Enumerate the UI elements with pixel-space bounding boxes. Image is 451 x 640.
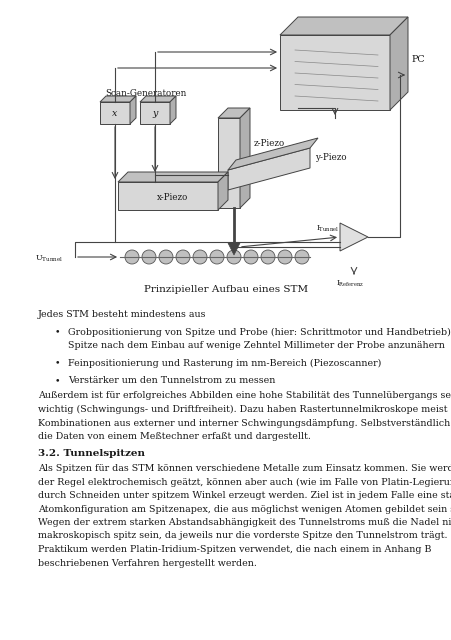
Text: x-Piezo: x-Piezo <box>157 193 188 202</box>
Text: Kombinationen aus externer und interner Schwingungsdämpfung. Selbstverständlich : Kombinationen aus externer und interner … <box>38 419 451 428</box>
Text: Verstärker um den Tunnelstrom zu messen: Verstärker um den Tunnelstrom zu messen <box>68 376 275 385</box>
Text: Wegen der extrem starken Abstandsabhängigkeit des Tunnelstroms muß die Nadel nic: Wegen der extrem starken Abstandsabhängi… <box>38 518 451 527</box>
Polygon shape <box>217 172 227 210</box>
Text: •: • <box>55 376 60 385</box>
Polygon shape <box>227 138 318 170</box>
Polygon shape <box>339 223 367 251</box>
Text: y: y <box>152 109 157 118</box>
Text: makroskopisch spitz sein, da jeweils nur die vorderste Spitze den Tunnelstrom tr: makroskopisch spitz sein, da jeweils nur… <box>38 531 451 541</box>
Text: durch Schneiden unter spitzem Winkel erzeugt werden. Ziel ist in jedem Falle ein: durch Schneiden unter spitzem Winkel erz… <box>38 491 451 500</box>
Text: x: x <box>112 109 117 118</box>
Text: der Regel elektrochemisch geätzt, können aber auch (wie im Falle von Platin-Legi: der Regel elektrochemisch geätzt, können… <box>38 477 451 486</box>
Polygon shape <box>140 96 175 102</box>
Text: 3.2. Tunnelspitzen: 3.2. Tunnelspitzen <box>38 449 145 458</box>
Text: z-Piezo: z-Piezo <box>253 138 285 147</box>
Polygon shape <box>239 108 249 208</box>
Bar <box>217 118 239 208</box>
Text: Spitze nach dem Einbau auf wenige Zehntel Millimeter der Probe anzunähern: Spitze nach dem Einbau auf wenige Zehnte… <box>68 341 444 350</box>
Text: beschriebenen Verfahren hergestellt werden.: beschriebenen Verfahren hergestellt werd… <box>38 559 256 568</box>
Bar <box>140 102 170 124</box>
Text: Scan-Generatoren: Scan-Generatoren <box>105 89 186 98</box>
Polygon shape <box>130 96 136 124</box>
Text: Außerdem ist für erfolgreiches Abbilden eine hohe Stabilität des Tunnelübergangs: Außerdem ist für erfolgreiches Abbilden … <box>38 392 451 401</box>
Circle shape <box>159 250 173 264</box>
Text: Grobpositionierung von Spitze und Probe (hier: Schrittmotor und Handbetrieb), um: Grobpositionierung von Spitze und Probe … <box>68 328 451 337</box>
Text: Als Spitzen für das STM können verschiedene Metalle zum Einsatz kommen. Sie werd: Als Spitzen für das STM können verschied… <box>38 464 451 473</box>
Text: PC: PC <box>411 56 425 65</box>
Polygon shape <box>118 172 227 182</box>
Bar <box>279 35 389 110</box>
Circle shape <box>226 250 240 264</box>
Text: •: • <box>55 328 60 337</box>
Text: Feinpositionierung und Rasterung im nm-Bereich (Piezoscanner): Feinpositionierung und Rasterung im nm-B… <box>68 358 381 367</box>
Text: Atomkonfiguration am Spitzenapex, die aus möglichst wenigen Atomen gebildet sein: Atomkonfiguration am Spitzenapex, die au… <box>38 504 451 513</box>
Polygon shape <box>227 243 239 255</box>
Polygon shape <box>100 96 136 102</box>
Text: wichtig (Schwingungs- und Driftfreiheit). Dazu haben Rastertunnelmikroskope meis: wichtig (Schwingungs- und Driftfreiheit)… <box>38 405 446 414</box>
Text: die Daten von einem Meßtechner erfaßt und dargestellt.: die Daten von einem Meßtechner erfaßt un… <box>38 432 310 441</box>
Circle shape <box>125 250 139 264</box>
Polygon shape <box>170 96 175 124</box>
Text: I$_{\mathregular{Tunnel}}$: I$_{\mathregular{Tunnel}}$ <box>315 224 338 234</box>
Polygon shape <box>389 17 407 110</box>
Bar <box>118 182 217 210</box>
Bar <box>100 102 130 124</box>
Polygon shape <box>227 148 309 190</box>
Text: I$_{\mathregular{Referenz}}$: I$_{\mathregular{Referenz}}$ <box>335 279 364 289</box>
Circle shape <box>210 250 224 264</box>
Circle shape <box>295 250 308 264</box>
Text: y-Piezo: y-Piezo <box>314 154 346 163</box>
Text: Prinzipieller Aufbau eines STM: Prinzipieller Aufbau eines STM <box>143 285 308 294</box>
Circle shape <box>277 250 291 264</box>
Text: •: • <box>55 358 60 367</box>
Text: Jedes STM besteht mindestens aus: Jedes STM besteht mindestens aus <box>38 310 206 319</box>
Circle shape <box>193 250 207 264</box>
Polygon shape <box>279 17 407 35</box>
Text: Praktikum werden Platin-Iridium-Spitzen verwendet, die nach einem in Anhang B: Praktikum werden Platin-Iridium-Spitzen … <box>38 545 431 554</box>
Circle shape <box>175 250 189 264</box>
Circle shape <box>142 250 156 264</box>
Text: U$_{\mathregular{Tunnel}}$: U$_{\mathregular{Tunnel}}$ <box>35 253 63 264</box>
Circle shape <box>244 250 258 264</box>
Polygon shape <box>217 108 249 118</box>
Circle shape <box>260 250 274 264</box>
